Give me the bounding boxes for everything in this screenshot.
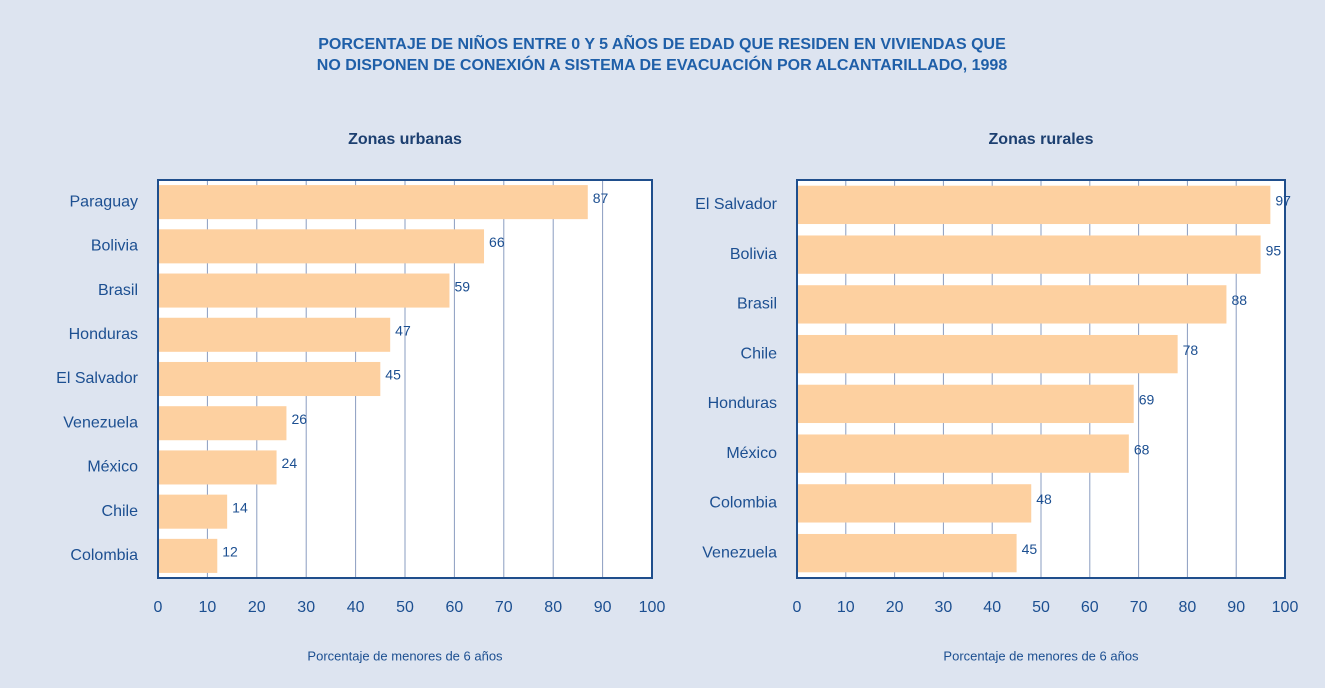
title-line: PORCENTAJE DE NIÑOS ENTRE 0 Y 5 AÑOS DE … [318,33,1006,53]
category-label: Honduras [69,326,138,343]
x-tick-label: 90 [594,599,612,616]
x-tick-label: 70 [495,599,513,616]
bar [158,538,218,573]
chart-subtitle: Zonas rurales [989,131,1094,148]
value-label: 66 [489,234,505,250]
x-tick-label: 40 [983,599,1001,616]
value-label: 12 [222,544,238,560]
bar [797,533,1017,573]
bar [797,235,1261,274]
axis-label: Porcentaje de menores de 6 años [943,648,1139,663]
plot-border [796,179,1286,579]
value-label: 87 [593,190,609,206]
category-label: México [87,459,138,476]
bar [797,484,1032,523]
category-label: Colombia [70,547,138,564]
value-label: 45 [1022,541,1038,557]
x-tick-label: 70 [1130,599,1148,616]
x-tick-label: 50 [396,599,414,616]
value-label: 48 [1036,491,1052,507]
x-tick-label: 100 [1272,599,1299,616]
bar [797,334,1178,374]
category-label: Venezuela [63,414,138,431]
axis-label: Porcentaje de menores de 6 años [307,648,503,663]
x-tick-label: 60 [1081,599,1099,616]
x-tick-label: 40 [347,599,365,616]
x-tick-label: 80 [1179,599,1197,616]
x-tick-label: 10 [199,599,217,616]
x-tick-label: 0 [793,599,802,616]
plot-border [157,179,653,579]
bar [158,361,381,397]
value-label: 26 [291,411,307,427]
x-tick-label: 30 [297,599,315,616]
x-tick-label: 30 [935,599,953,616]
bar [158,450,277,485]
bar [158,229,485,264]
x-tick-label: 50 [1032,599,1050,616]
category-label: Bolivia [91,238,138,255]
value-label: 69 [1139,392,1155,408]
bar [797,285,1227,324]
category-label: El Salvador [56,370,138,387]
bar [797,434,1129,473]
value-label: 88 [1231,292,1247,308]
category-label: Chile [741,345,778,362]
bar [158,317,391,352]
x-tick-label: 60 [446,599,464,616]
chart-subtitle: Zonas urbanas [348,131,462,148]
bar [158,273,450,308]
value-label: 47 [395,322,411,338]
value-label: 45 [385,367,401,383]
category-label: México [726,445,777,462]
value-label: 59 [454,278,470,294]
x-tick-label: 20 [248,599,266,616]
category-label: Colombia [709,495,777,512]
title-line: NO DISPONEN DE CONEXIÓN A SISTEMA DE EVA… [317,55,1008,74]
category-label: Brasil [737,296,777,313]
bar [797,384,1134,424]
category-label: Bolivia [730,246,777,263]
bar [158,494,228,529]
x-tick-label: 100 [639,599,666,616]
x-tick-label: 80 [544,599,562,616]
x-tick-label: 90 [1227,599,1245,616]
category-label: Chile [102,503,139,520]
bar [158,406,287,441]
category-label: Venezuela [702,544,777,561]
value-label: 78 [1183,342,1199,358]
x-tick-label: 0 [154,599,163,616]
value-label: 95 [1266,242,1282,258]
category-label: El Salvador [695,196,777,213]
value-label: 68 [1134,441,1150,457]
value-label: 14 [232,499,248,515]
category-label: Honduras [708,395,777,412]
bar [797,185,1271,225]
value-label: 24 [282,455,298,471]
category-label: Paraguay [70,193,139,210]
x-tick-label: 10 [837,599,855,616]
bar [158,185,588,220]
x-tick-label: 20 [886,599,904,616]
value-label: 97 [1275,193,1291,209]
category-label: Brasil [98,282,138,299]
